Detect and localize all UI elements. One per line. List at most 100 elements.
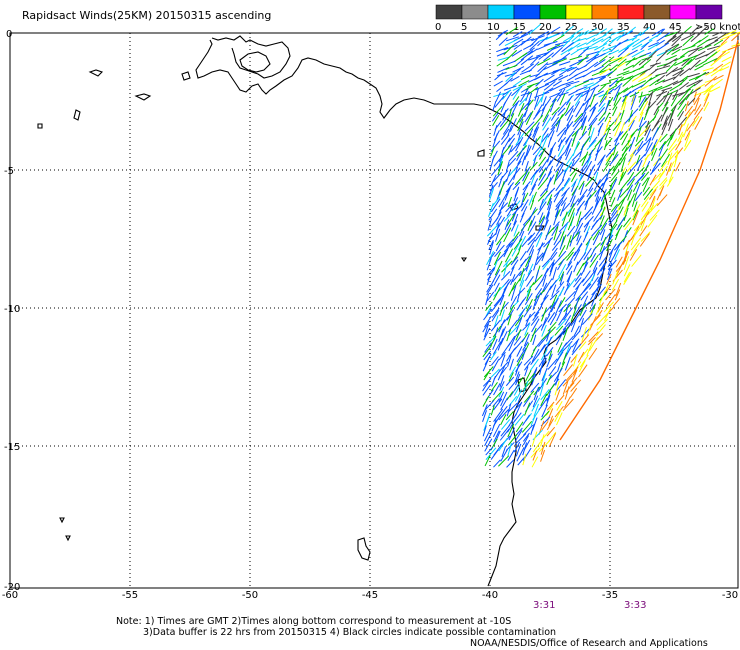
wind-barb [720,36,730,46]
wind-barb [483,327,491,341]
wind-barb [600,179,607,193]
wind-barb [535,104,543,117]
wind-barb [540,449,546,462]
wind-barb [587,337,596,346]
wind-barb [712,63,724,72]
wind-barb [490,164,502,176]
wind-barb [596,318,608,331]
wind-barb [524,124,536,137]
wind-barb [615,206,621,217]
wind-barb [617,188,623,201]
wind-barb [519,279,525,292]
wind-barb [530,346,537,358]
wind-barb [488,239,494,251]
wind-barb [510,235,519,248]
wind-barb [556,379,567,391]
wind-barb [490,319,501,332]
wind-barb [500,101,506,113]
wind-barb [625,26,637,35]
wind-barb [493,315,499,328]
wind-barb [552,80,562,87]
wind-barb [614,121,622,137]
wind-barb [551,90,563,103]
island-small-9 [460,257,468,262]
wind-barb [497,66,510,73]
wind-barb [490,140,501,152]
wind-barb [599,222,608,236]
island-small-1 [88,69,104,77]
wind-barb [557,129,567,143]
wind-barb [544,212,550,227]
wind-barb [525,255,531,268]
wind-barb [638,111,644,122]
wind-barb [587,107,597,122]
wind-barb [541,133,549,143]
wind-barb [616,70,630,77]
wind-barb [583,222,590,233]
wind-barb [490,351,497,361]
wind-barb [572,339,579,353]
wind-barb [513,441,521,453]
wind-barb [599,236,607,252]
wind-barb [576,211,582,227]
wind-barb [553,34,565,43]
wind-barb [508,336,516,352]
wind-barb [485,447,497,461]
color-swatch-5 [565,4,593,20]
island-small-2 [134,93,152,101]
wind-barb [548,155,556,166]
wind-barb [695,83,706,91]
wind-barb [499,301,506,317]
wind-barb [490,368,500,378]
wind-barb [493,274,501,286]
wind-barb [486,250,495,266]
wind-barb [509,266,515,277]
wind-barb [603,28,613,37]
wind-barb [713,74,724,81]
wind-barb [677,131,684,142]
wind-barb [565,102,571,113]
wind-barb [668,138,678,151]
wind-barb [578,30,589,37]
wind-barb [623,64,635,71]
wind-barb [584,87,591,102]
color-swatch-0 [435,4,463,20]
wind-barb [519,88,529,103]
wind-barb [595,186,601,202]
wind-barb [557,101,567,113]
wind-barb [564,105,574,117]
wind-barb [498,175,503,188]
wind-barb [565,261,573,271]
wind-barb [537,201,547,216]
wind-barb [582,313,593,326]
wind-barb [506,202,516,217]
wind-barb [506,213,516,227]
wind-barb [599,215,605,227]
wind-barb [662,76,676,83]
wind-barb [551,68,563,76]
wind-barb [526,239,536,253]
wind-barb [522,192,529,203]
wind-barb [675,161,681,172]
wind-barb [639,233,650,247]
wind-barb [581,326,587,342]
wind-barb [522,453,527,466]
wind-barb [608,213,619,226]
wind-barb [555,372,560,386]
wind-barb [570,307,577,322]
wind-barb [554,203,561,218]
wind-barb [660,106,668,122]
wind-barb [541,248,548,262]
wind-barb [631,192,637,207]
wind-barb [632,69,648,78]
wind-barb [524,99,534,111]
wind-barb [589,276,599,290]
wind-barb [627,115,637,128]
island-trindade-complex [357,537,371,561]
wind-barb [582,295,589,307]
wind-barb [522,435,530,446]
wind-barb [688,46,703,52]
wind-barb [564,124,570,136]
wind-barb [572,157,580,167]
wind-barb [546,26,561,36]
